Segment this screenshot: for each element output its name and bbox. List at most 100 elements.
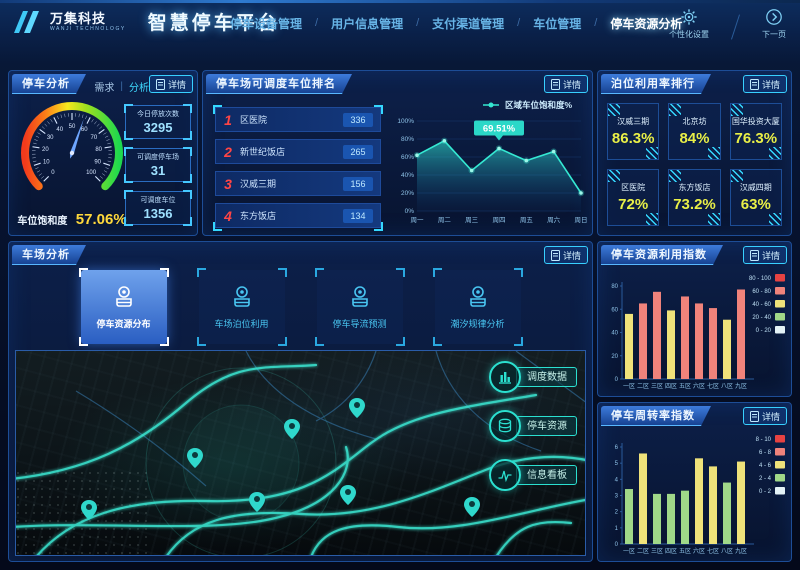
svg-text:九区: 九区 bbox=[735, 547, 747, 555]
lot-button-tidal-analysis[interactable]: 潮汐规律分析 bbox=[432, 268, 523, 346]
svg-text:周二: 周二 bbox=[438, 216, 452, 224]
nav-item-resource-analysis[interactable]: 停车资源分析 bbox=[610, 16, 683, 31]
ranking-row[interactable]: 4 东方饭店 134 bbox=[215, 203, 381, 228]
svg-text:周五: 周五 bbox=[520, 216, 534, 224]
svg-text:0%: 0% bbox=[405, 208, 415, 215]
panel-resource-index: 停车资源利用指数 详情 80 - 100 60 - 80 40 - 60 20 - 4… bbox=[597, 241, 792, 397]
ranking-row[interactable]: 3 汉威三期 156 bbox=[215, 171, 381, 196]
detail-button[interactable]: 详情 bbox=[742, 246, 787, 264]
ranking-row[interactable]: 1 区医院 336 bbox=[215, 107, 381, 132]
parking-meter-icon bbox=[115, 286, 132, 307]
panel-title: 车场分析 bbox=[12, 245, 86, 265]
next-page-icon bbox=[766, 9, 782, 25]
map-button-dispatch-data[interactable]: 调度数据 bbox=[489, 361, 577, 393]
detail-button[interactable]: 详情 bbox=[543, 246, 588, 264]
svg-text:2: 2 bbox=[615, 510, 619, 516]
panel-title: 停车周转率指数 bbox=[601, 406, 711, 426]
next-page-button[interactable]: 下一页 bbox=[762, 8, 786, 40]
personalize-label: 个性化设置 bbox=[669, 30, 709, 39]
svg-text:90: 90 bbox=[94, 159, 101, 165]
nav-separator: / bbox=[416, 17, 420, 29]
svg-text:区域车位饱和度%: 区域车位饱和度% bbox=[505, 100, 573, 110]
svg-text:20: 20 bbox=[611, 354, 618, 360]
map-button-info-board[interactable]: 信息看板 bbox=[489, 459, 577, 491]
map-button-parking-resource[interactable]: 停车资源 bbox=[489, 410, 577, 442]
detail-button[interactable]: 详情 bbox=[742, 75, 787, 93]
panel-berth-utilization: 泊位利用率排行 详情 汉威三期 86.3% 北京坊 84% 国华投资大厦 76.… bbox=[597, 70, 792, 236]
ranking-list: 1 区医院 336 2 新世纪饭店 265 3 汉威三期 156 4 东方饭店 … bbox=[213, 105, 383, 231]
svg-text:30: 30 bbox=[47, 135, 54, 141]
svg-text:60: 60 bbox=[611, 307, 618, 313]
panel-title: 停车分析 bbox=[12, 74, 86, 94]
value-badge: 156 bbox=[343, 176, 373, 191]
berth-card: 汉威四期 63% bbox=[729, 169, 782, 226]
panel-dispatch-ranking: 停车场可调度车位排名 详情 1 区医院 336 2 新世纪饭店 265 3 汉威… bbox=[202, 70, 593, 236]
svg-text:0 - 2: 0 - 2 bbox=[759, 489, 772, 495]
svg-text:六区: 六区 bbox=[693, 382, 705, 390]
svg-text:20 - 40: 20 - 40 bbox=[752, 315, 771, 321]
svg-text:60%: 60% bbox=[401, 154, 414, 161]
svg-text:69.51%: 69.51% bbox=[483, 123, 516, 134]
page-title: 智慧停车平台 bbox=[147, 13, 280, 34]
actions-divider bbox=[731, 14, 740, 40]
svg-text:周四: 周四 bbox=[493, 216, 506, 224]
gauge-value: 57.06% bbox=[75, 211, 127, 228]
svg-text:50: 50 bbox=[69, 124, 76, 130]
svg-text:八区: 八区 bbox=[721, 383, 733, 390]
value-badge: 265 bbox=[343, 144, 373, 159]
map-roads-layer bbox=[16, 351, 585, 555]
svg-text:三区: 三区 bbox=[651, 383, 663, 390]
svg-text:80: 80 bbox=[95, 147, 102, 153]
app-header: 万集科技 WANJI TECHNOLOGY 智慧停车平台 停车设备管理 / 用户… bbox=[0, 0, 800, 64]
panel-title: 泊位利用率排行 bbox=[601, 74, 711, 94]
brand-subtitle: WANJI TECHNOLOGY bbox=[50, 25, 126, 32]
panel-title: 停车资源利用指数 bbox=[601, 245, 723, 265]
svg-text:0: 0 bbox=[615, 542, 619, 548]
detail-button[interactable]: 详情 bbox=[742, 407, 787, 425]
svg-text:10: 10 bbox=[43, 159, 50, 165]
svg-text:6 - 8: 6 - 8 bbox=[759, 450, 772, 456]
bar-chart-icon bbox=[489, 361, 521, 393]
nav-item-payment[interactable]: 支付渠道管理 bbox=[432, 16, 505, 31]
svg-text:80%: 80% bbox=[401, 136, 414, 143]
nav-item-user-info[interactable]: 用户信息管理 bbox=[331, 16, 404, 31]
svg-text:0: 0 bbox=[615, 377, 619, 383]
brand-logo: 万集科技 WANJI TECHNOLOGY 智慧停车平台 bbox=[12, 8, 280, 35]
document-icon bbox=[155, 78, 165, 90]
svg-text:七区: 七区 bbox=[707, 382, 719, 390]
document-icon bbox=[749, 249, 759, 261]
svg-text:二区: 二区 bbox=[637, 548, 649, 555]
pulse-icon bbox=[489, 459, 521, 491]
svg-text:100: 100 bbox=[86, 170, 97, 176]
svg-text:周三: 周三 bbox=[465, 216, 479, 224]
nav-item-space-mgmt[interactable]: 车位管理 bbox=[533, 16, 582, 31]
personalize-button[interactable]: 个性化设置 bbox=[669, 8, 709, 40]
svg-text:40: 40 bbox=[56, 127, 63, 133]
detail-button[interactable]: 详情 bbox=[148, 75, 193, 93]
ranking-row[interactable]: 2 新世纪饭店 265 bbox=[215, 139, 381, 164]
nav-item-device-mgmt[interactable]: 停车设备管理 bbox=[230, 16, 303, 31]
svg-text:2 - 4: 2 - 4 bbox=[759, 476, 772, 482]
lot-button-guidance-forecast[interactable]: 停车导流预测 bbox=[314, 268, 405, 346]
svg-text:40%: 40% bbox=[401, 172, 414, 179]
svg-text:20%: 20% bbox=[401, 190, 414, 197]
detail-button[interactable]: 详情 bbox=[543, 75, 588, 93]
berth-card: 汉威三期 86.3% bbox=[607, 103, 660, 160]
svg-text:四区: 四区 bbox=[665, 548, 677, 555]
value-badge: 336 bbox=[343, 112, 373, 127]
document-icon bbox=[550, 249, 560, 261]
stat-dispatchable-spaces: 可调度车位 1356 bbox=[124, 190, 192, 226]
svg-text:一区: 一区 bbox=[623, 548, 635, 555]
svg-text:80: 80 bbox=[611, 284, 618, 290]
tab-demand[interactable]: 需求 bbox=[94, 83, 115, 94]
svg-text:4 - 6: 4 - 6 bbox=[759, 463, 772, 469]
svg-text:5: 5 bbox=[615, 461, 619, 467]
city-map[interactable]: 调度数据 停车资源 bbox=[15, 350, 586, 556]
parking-meter-icon bbox=[351, 286, 368, 307]
tab-analysis[interactable]: 分析 bbox=[129, 83, 149, 94]
lot-button-resource-distribution[interactable]: 停车资源分布 bbox=[78, 268, 169, 346]
lot-button-berth-utilization[interactable]: 车场泊位利用 bbox=[196, 268, 287, 346]
svg-text:五区: 五区 bbox=[679, 383, 691, 390]
panel-lot-analysis: 车场分析 详情 停车资源分布 bbox=[8, 241, 593, 562]
